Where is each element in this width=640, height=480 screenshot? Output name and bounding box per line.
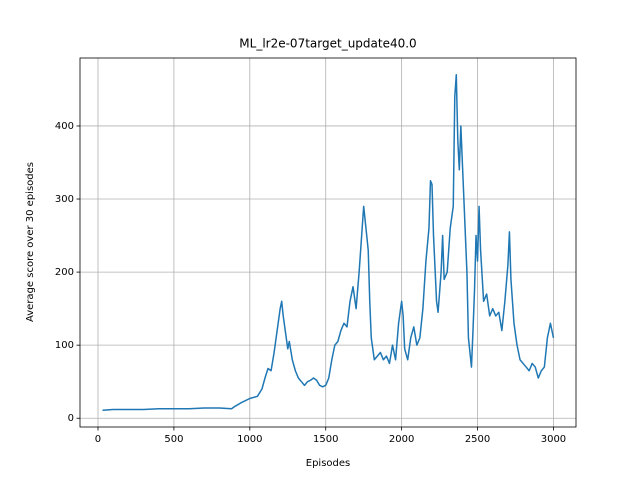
y-tick-label: 400 — [55, 121, 74, 132]
x-tick-label: 1000 — [237, 434, 262, 445]
x-tick-label: 3000 — [541, 434, 566, 445]
x-tick-label: 1500 — [313, 434, 338, 445]
x-tick-label: 2500 — [465, 434, 490, 445]
data-line — [102, 74, 555, 411]
chart-title: ML_lr2e-07target_update40.0 — [239, 37, 416, 51]
y-tick-label: 100 — [55, 340, 74, 351]
axes-frame — [79, 57, 577, 428]
x-axis-label: Episodes — [306, 458, 350, 469]
y-tick-label: 300 — [55, 194, 74, 205]
y-tick-label: 200 — [55, 267, 74, 278]
plot-area — [80, 58, 576, 427]
x-tick-label: 0 — [95, 434, 101, 445]
x-tick-label: 2000 — [389, 434, 414, 445]
x-tick-label: 500 — [164, 434, 183, 445]
y-axis-label: Average score over 30 episodes — [25, 162, 36, 322]
y-tick-label: 0 — [68, 413, 74, 424]
